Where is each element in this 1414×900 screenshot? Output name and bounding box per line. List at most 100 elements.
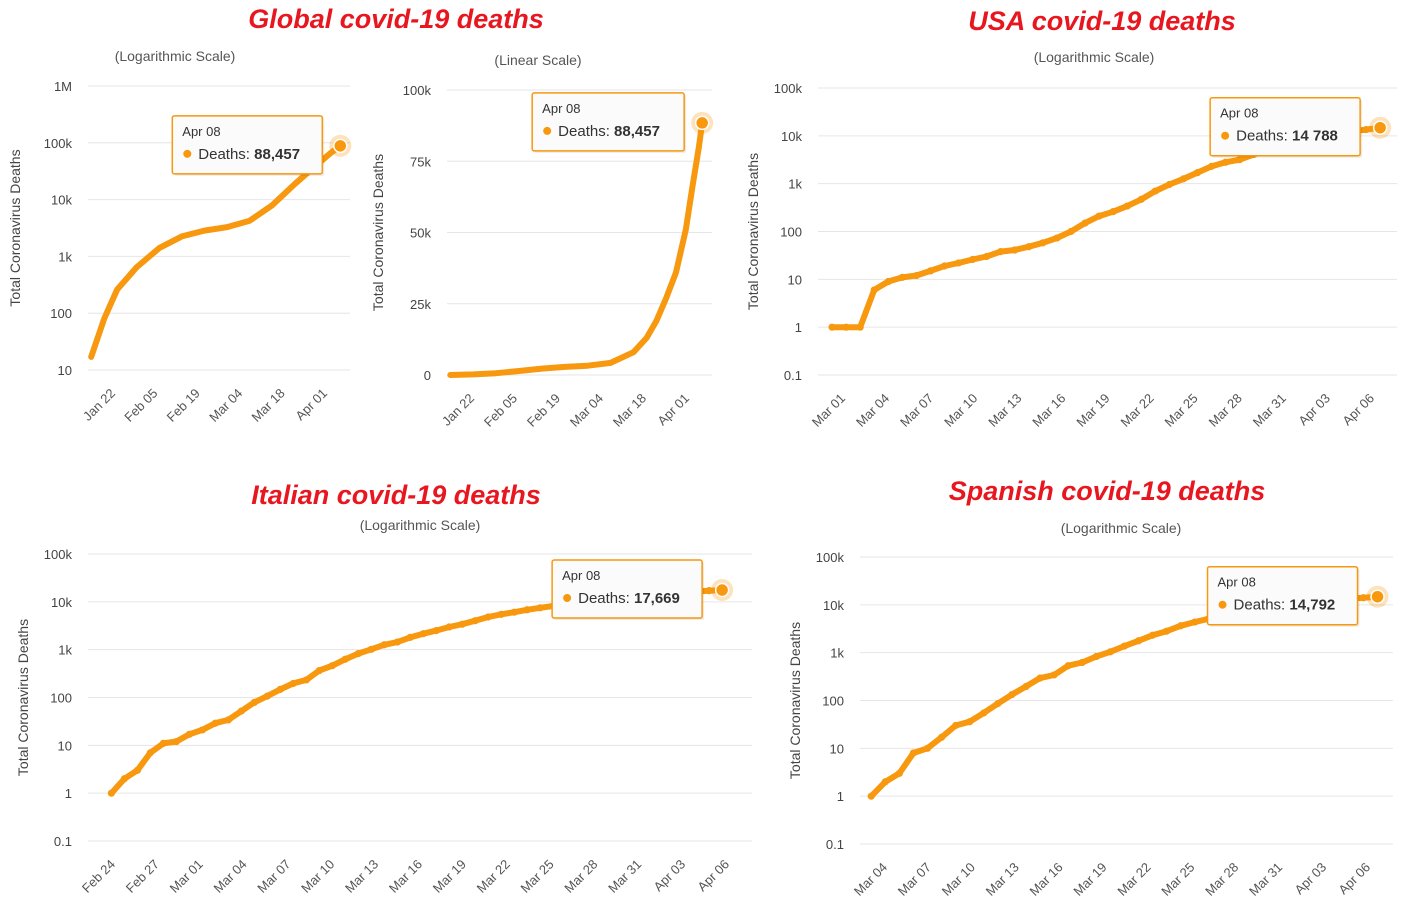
data-point: [1362, 125, 1370, 134]
data-point: [937, 733, 946, 741]
highlight-point: [333, 138, 348, 154]
data-point: [250, 698, 258, 706]
y-tick-label: 100: [50, 691, 72, 706]
x-tick-label: Mar 31: [1250, 391, 1289, 430]
data-point: [940, 262, 949, 270]
data-point: [393, 638, 401, 646]
tooltip-value: 17,669: [634, 590, 680, 607]
data-point: [980, 709, 988, 717]
x-tick-label: Mar 10: [298, 857, 337, 896]
data-point: [1081, 219, 1089, 227]
tooltip-date: Apr 08: [1220, 106, 1258, 121]
data-point: [954, 259, 963, 267]
data-point: [705, 587, 713, 595]
data-point: [341, 655, 349, 663]
data-point: [1078, 658, 1086, 667]
data-point: [1095, 212, 1103, 220]
tooltip-box: [1206, 565, 1359, 626]
x-tick-label: Mar 18: [610, 391, 649, 430]
data-point: [458, 620, 466, 628]
tooltip-bullet: [543, 126, 552, 135]
x-tick-label: Apr 01: [654, 391, 692, 429]
x-tick-label: Mar 18: [248, 386, 287, 425]
y-tick-label: 100: [50, 306, 72, 321]
chart-subtitle: (Linear Scale): [494, 52, 581, 68]
x-tick-label: Mar 01: [167, 857, 206, 896]
y-tick-label: 100: [822, 694, 844, 709]
x-tick-label: Mar 04: [851, 860, 890, 899]
data-point: [1053, 234, 1061, 242]
x-tick-label: Feb 05: [481, 391, 520, 430]
tooltip-box: [171, 115, 324, 175]
x-tick-label: Mar 13: [342, 857, 381, 896]
data-point: [828, 323, 836, 331]
x-tick-label: Mar 07: [895, 860, 934, 899]
tooltip: Apr 08 Deaths: 88,457: [171, 115, 325, 176]
y-tick-label: 1k: [58, 249, 72, 264]
series-line: [88, 142, 344, 360]
data-point: [1106, 648, 1114, 656]
tooltip-bullet: [183, 149, 192, 158]
x-tick-label: Apr 03: [1295, 391, 1333, 429]
data-point: [510, 608, 518, 616]
y-tick-label: 1: [837, 789, 844, 804]
y-tick-label: 25k: [410, 297, 431, 312]
x-tick-label: Mar 01: [809, 391, 848, 430]
x-tick-label: Mar 19: [430, 857, 469, 896]
x-tick-label: Feb 05: [121, 386, 160, 425]
data-point: [380, 641, 388, 649]
data-point: [432, 627, 440, 635]
chart-subtitle: (Logarithmic Scale): [115, 48, 236, 64]
data-point: [198, 726, 206, 734]
data-point: [867, 792, 875, 800]
data-point: [1177, 622, 1185, 630]
data-point: [406, 633, 414, 641]
tooltip-date: Apr 08: [182, 124, 220, 139]
x-tick-label: Apr 06: [1335, 860, 1373, 898]
y-tick-label: 1M: [54, 79, 72, 94]
heading-italy: Italian covid-19 deaths: [251, 480, 541, 510]
y-tick-label: 100: [780, 225, 802, 240]
data-point: [1064, 662, 1072, 670]
heading-spain: Spanish covid-19 deaths: [949, 476, 1266, 506]
data-point: [419, 630, 427, 638]
data-point: [968, 255, 977, 264]
tooltip-label: Deaths: 88,457: [558, 123, 660, 140]
x-tick-label: Apr 03: [651, 857, 689, 895]
x-tick-label: Jan 22: [80, 386, 118, 424]
data-point: [497, 610, 505, 618]
tooltip-box: [531, 92, 685, 152]
data-point: [445, 623, 453, 631]
tooltip-label: Deaths: 88,457: [198, 146, 300, 163]
x-tick-label: Mar 04: [853, 391, 892, 430]
highlight-point: [694, 115, 710, 131]
x-tick-label: Feb 19: [164, 386, 203, 425]
data-point: [172, 737, 180, 746]
data-point: [1165, 180, 1173, 189]
x-tick-label: Mar 25: [1158, 860, 1197, 899]
y-tick-label: 1: [65, 786, 72, 801]
tooltip-value: 14,792: [1289, 597, 1335, 614]
y-tick-label: 0.1: [784, 368, 802, 383]
y-tick-label: 1: [795, 320, 802, 335]
data-point: [237, 707, 245, 715]
y-tick-label: 100k: [44, 136, 73, 151]
data-point: [1191, 618, 1199, 626]
x-tick-label: Mar 13: [985, 391, 1024, 430]
y-axis-label: Total Coronavirus Deaths: [7, 149, 23, 306]
data-point: [1207, 162, 1216, 170]
y-tick-label: 10k: [781, 129, 802, 144]
data-point: [1179, 175, 1187, 183]
y-axis-label: Total Coronavirus Deaths: [745, 153, 761, 310]
tooltip: Apr 08 Deaths: 17,669: [551, 559, 705, 621]
data-point: [328, 662, 336, 670]
y-tick-label: 10k: [51, 595, 72, 610]
tooltip-bullet: [1221, 131, 1230, 140]
y-tick-label: 10k: [51, 193, 72, 208]
tooltip-date: Apr 08: [562, 568, 600, 583]
x-tick-label: Feb 19: [524, 391, 563, 430]
data-point: [1067, 227, 1075, 236]
chart-usa-log: (Logarithmic Scale) Total Coronavirus Dea…: [745, 49, 1397, 430]
data-point: [842, 323, 850, 331]
y-tick-label: 10: [58, 363, 72, 378]
